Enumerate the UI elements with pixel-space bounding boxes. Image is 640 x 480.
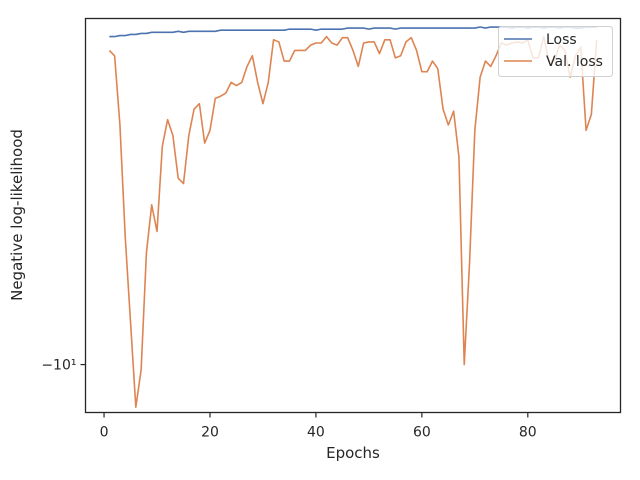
legend-label-val-loss: Val. loss bbox=[546, 54, 603, 70]
x-tick-label: 80 bbox=[519, 425, 537, 441]
axes-layer: 0 20 40 60 80 −10¹ bbox=[41, 358, 536, 441]
x-tick-label: 20 bbox=[201, 425, 219, 441]
x-axis-label: Epochs bbox=[326, 444, 380, 462]
legend-label-loss: Loss bbox=[546, 32, 577, 48]
y-axis-label: Negative log-likelihood bbox=[8, 129, 26, 301]
x-tick-label: 0 bbox=[100, 425, 109, 441]
y-tick-label: −10¹ bbox=[41, 358, 76, 374]
x-tick-label: 60 bbox=[413, 425, 431, 441]
plot-frame bbox=[84, 17, 622, 414]
legend: Loss Val. loss bbox=[498, 26, 613, 77]
x-tick-label: 40 bbox=[307, 425, 325, 441]
